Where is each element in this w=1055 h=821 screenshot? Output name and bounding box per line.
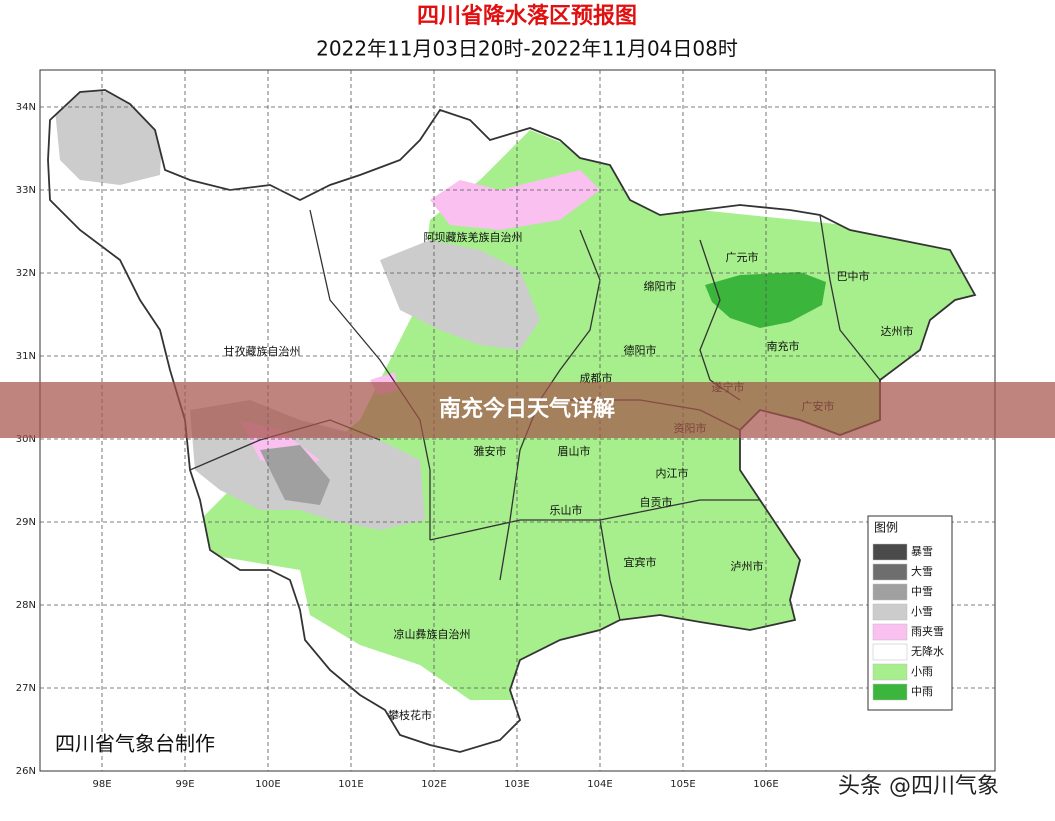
precip-area — [380, 240, 540, 350]
precip-area — [430, 170, 600, 230]
place-label: 甘孜藏族自治州 — [224, 344, 301, 358]
lat-label: 26N — [16, 766, 36, 777]
legend-label: 中雪 — [911, 585, 933, 598]
lon-label: 102E — [421, 779, 446, 790]
lon-label: 105E — [670, 779, 695, 790]
legend-label: 小雪 — [911, 605, 933, 618]
legend-label: 大雪 — [911, 564, 933, 578]
lon-label: 98E — [92, 779, 111, 790]
legend-label: 中雨 — [911, 685, 933, 698]
place-label: 眉山市 — [558, 444, 591, 458]
watermark: 头条 @四川气象 — [838, 774, 999, 799]
place-label: 达州市 — [881, 324, 914, 338]
place-label: 攀枝花市 — [388, 708, 432, 722]
place-label: 凉山彝族自治州 — [394, 627, 471, 641]
legend-swatch — [872, 563, 908, 581]
place-label: 南充市 — [767, 339, 800, 353]
lon-label: 104E — [587, 779, 612, 790]
legend-swatch — [872, 643, 908, 661]
lon-label: 101E — [338, 779, 363, 790]
lat-label: 33N — [16, 185, 36, 196]
place-label: 德阳市 — [624, 343, 657, 357]
legend-swatch — [872, 623, 908, 641]
lon-label: 99E — [175, 779, 194, 790]
place-label: 自贡市 — [640, 495, 673, 509]
legend-swatch — [872, 583, 908, 601]
banner-band — [0, 382, 1055, 438]
place-label: 内江市 — [656, 466, 689, 480]
place-label: 阿坝藏族羌族自治州 — [424, 230, 523, 244]
lat-label: 31N — [16, 351, 36, 362]
precip-area — [260, 445, 330, 505]
lon-label: 106E — [753, 779, 778, 790]
legend-label: 小雨 — [911, 665, 933, 678]
place-label: 雅安市 — [474, 444, 507, 458]
precip-area — [55, 90, 162, 185]
place-label: 巴中市 — [837, 269, 870, 283]
lat-label: 32N — [16, 268, 36, 279]
lon-label: 100E — [255, 779, 280, 790]
lat-label: 28N — [16, 600, 36, 611]
lat-label: 27N — [16, 683, 36, 694]
precip-area — [705, 272, 826, 328]
place-label: 乐山市 — [550, 503, 583, 517]
footer-credit: 四川省气象台制作 — [55, 732, 215, 756]
map-subtitle: 2022年11月03日20时-2022年11月04日08时 — [316, 37, 738, 61]
place-label: 成都市 — [580, 371, 613, 385]
lat-label: 30N — [16, 434, 36, 445]
map-title: 四川省降水落区预报图 — [417, 4, 637, 29]
legend-swatch — [872, 603, 908, 621]
lat-label: 29N — [16, 517, 36, 528]
place-label: 绵阳市 — [644, 279, 677, 293]
lon-label: 103E — [504, 779, 529, 790]
legend-swatch — [872, 683, 908, 701]
legend-swatch — [872, 663, 908, 681]
legend-label: 雨夹雪 — [911, 625, 944, 638]
place-label: 宜宾市 — [624, 555, 657, 569]
place-label: 泸州市 — [731, 559, 764, 573]
lat-label: 34N — [16, 102, 36, 113]
legend-label: 无降水 — [911, 644, 944, 658]
place-label: 广元市 — [726, 250, 759, 264]
legend-title: 图例 — [874, 521, 898, 535]
legend-label: 暴雪 — [911, 545, 933, 558]
banner-text: 南充今日天气详解 — [439, 396, 615, 422]
legend-swatch — [872, 543, 908, 561]
